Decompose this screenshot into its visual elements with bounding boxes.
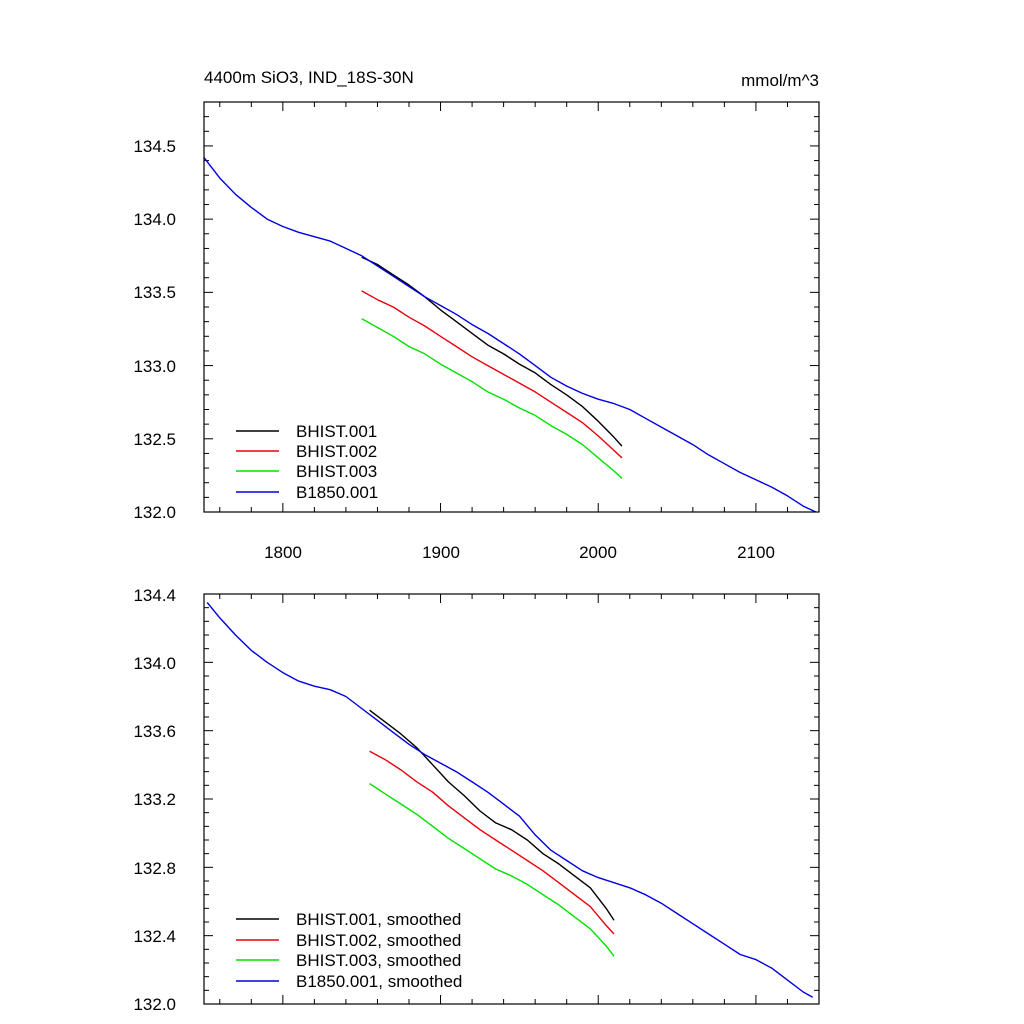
- bottom-y-tick-label-132-0: 132.0: [133, 995, 176, 1014]
- top-legend: BHIST.001 BHIST.002 BHIST.003 B1850.001: [236, 422, 378, 502]
- bottom-y-tick-label-132-4: 132.4: [133, 927, 176, 946]
- bottom-line-bhist-002-smoothed: [369, 750, 615, 935]
- top-plot-frame: [203, 101, 820, 513]
- top-y-tick-label-134-0: 134.0: [133, 210, 176, 229]
- top-x-tick-label-1800: 1800: [264, 543, 302, 562]
- top-legend-label-b1850-001: B1850.001: [296, 483, 378, 502]
- bottom-y-tick-label-133-2: 133.2: [133, 790, 176, 809]
- bottom-legend-label-bhist-001: BHIST.001, smoothed: [296, 910, 461, 929]
- top-y-tick-label-132-0: 132.0: [133, 503, 176, 522]
- top-y-tick-label-133-0: 133.0: [133, 357, 176, 376]
- bottom-panel: 132.0 132.4 132.8 133.2 133.6 134.0 134.…: [133, 586, 820, 1014]
- top-panel: 4400m SiO3, IND_18S-30N mmol/m^3 1800 19…: [133, 68, 820, 562]
- top-x-tick-label-1900: 1900: [422, 543, 460, 562]
- top-x-tick-label-2000: 2000: [579, 543, 617, 562]
- bottom-y-tick-label-134-0: 134.0: [133, 654, 176, 673]
- top-y-tick-label-132-5: 132.5: [133, 430, 176, 449]
- bottom-line-bhist-003-smoothed: [369, 783, 615, 957]
- bottom-y-tick-labels: 132.0 132.4 132.8 133.2 133.6 134.0 134.…: [133, 586, 176, 1014]
- top-line-bhist-002: [361, 290, 623, 459]
- top-y-tick-label-133-5: 133.5: [133, 283, 176, 302]
- bottom-line-bhist-001-smoothed: [369, 709, 615, 921]
- top-line-b1850-001: [203, 157, 817, 513]
- top-legend-label-bhist-002: BHIST.002: [296, 442, 377, 461]
- chart-title: 4400m SiO3, IND_18S-30N: [204, 68, 414, 87]
- bottom-line-b1850-001-smoothed: [206, 602, 814, 998]
- bottom-legend-label-b1850-001: B1850.001, smoothed: [296, 972, 462, 991]
- top-y-tick-label-134-5: 134.5: [133, 137, 176, 156]
- bottom-plot-frame: [203, 593, 820, 1005]
- top-x-tick-label-2100: 2100: [737, 543, 775, 562]
- top-y-tick-labels: 132.0 132.5 133.0 133.5 134.0 134.5: [133, 137, 176, 522]
- bottom-series-lines: [206, 602, 814, 998]
- top-x-tick-labels: 1800 1900 2000 2100: [264, 543, 775, 562]
- bottom-y-tick-label-134-4: 134.4: [133, 586, 176, 605]
- top-line-bhist-001: [361, 256, 623, 447]
- units-label: mmol/m^3: [741, 71, 819, 90]
- bottom-legend: BHIST.001, smoothed BHIST.002, smoothed …: [236, 910, 462, 991]
- bottom-y-tick-label-132-8: 132.8: [133, 859, 176, 878]
- bottom-y-tick-label-133-6: 133.6: [133, 722, 176, 741]
- top-legend-label-bhist-003: BHIST.003: [296, 462, 377, 481]
- top-series-lines: [203, 157, 817, 513]
- bottom-legend-label-bhist-002: BHIST.002, smoothed: [296, 931, 461, 950]
- top-line-bhist-003: [361, 318, 623, 479]
- top-legend-label-bhist-001: BHIST.001: [296, 422, 377, 441]
- bottom-legend-label-bhist-003: BHIST.003, smoothed: [296, 951, 461, 970]
